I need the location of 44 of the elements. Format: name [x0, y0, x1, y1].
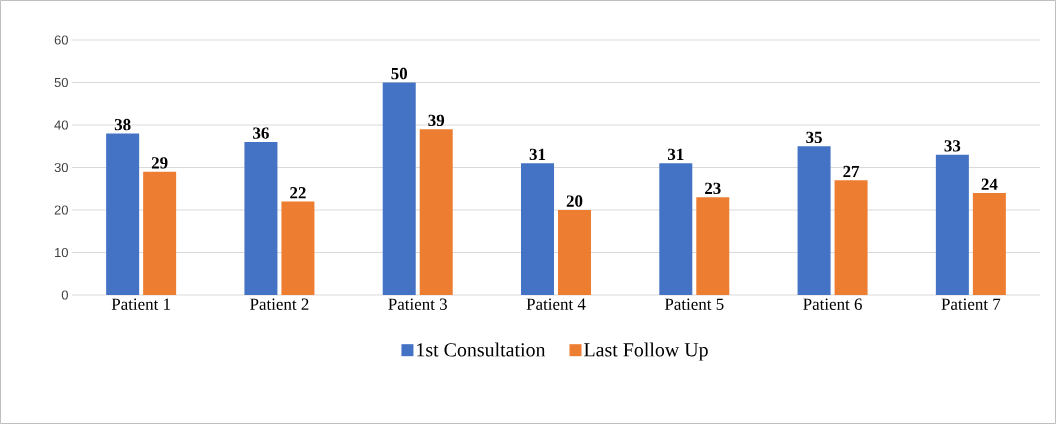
x-tick-label: Patient 2	[250, 298, 309, 310]
data-label: 31	[667, 148, 684, 161]
y-tick-label: 60	[54, 35, 68, 45]
data-label: 35	[806, 131, 822, 144]
x-tick-label: Patient 6	[803, 298, 862, 310]
bar	[935, 154, 969, 295]
legend-label: 1st Consultation	[417, 342, 546, 357]
bar	[281, 201, 315, 295]
legend-label: Last Follow Up	[584, 342, 708, 361]
bar	[143, 171, 177, 295]
data-label: 36	[253, 127, 269, 139]
bar	[834, 180, 868, 295]
y-tick-label: 40	[54, 120, 68, 130]
y-tick-label: 30	[54, 162, 68, 173]
data-label: 20	[566, 195, 583, 207]
data-label: 50	[391, 67, 408, 80]
data-label: 39	[428, 114, 445, 127]
data-label: 31	[529, 148, 546, 161]
y-tick-label: 50	[54, 77, 68, 88]
data-label: 24	[981, 178, 998, 190]
x-tick-label: Patient 4	[526, 298, 586, 310]
y-tick-label: 20	[54, 205, 68, 215]
y-tick-label: 0	[61, 290, 68, 300]
bar	[659, 163, 693, 295]
bar	[244, 142, 278, 295]
bar	[797, 146, 831, 295]
bar	[558, 210, 592, 295]
x-tick-label: Patient 5	[664, 298, 724, 310]
data-label: 38	[114, 118, 131, 131]
data-label: 27	[843, 165, 860, 178]
bar	[419, 129, 453, 295]
x-tick-label: Patient 7	[941, 298, 1001, 310]
data-label: 33	[944, 140, 961, 152]
bar	[106, 133, 140, 295]
x-tick-label: Patient 1	[111, 298, 171, 310]
bar	[696, 197, 730, 295]
x-tick-label: Patient 3	[388, 298, 447, 310]
bar	[521, 163, 555, 295]
data-label: 29	[151, 157, 168, 169]
y-tick-label: 10	[55, 247, 68, 258]
data-label: 22	[290, 187, 306, 199]
bar	[382, 82, 416, 295]
data-label: 23	[705, 182, 721, 195]
bar	[972, 193, 1006, 295]
